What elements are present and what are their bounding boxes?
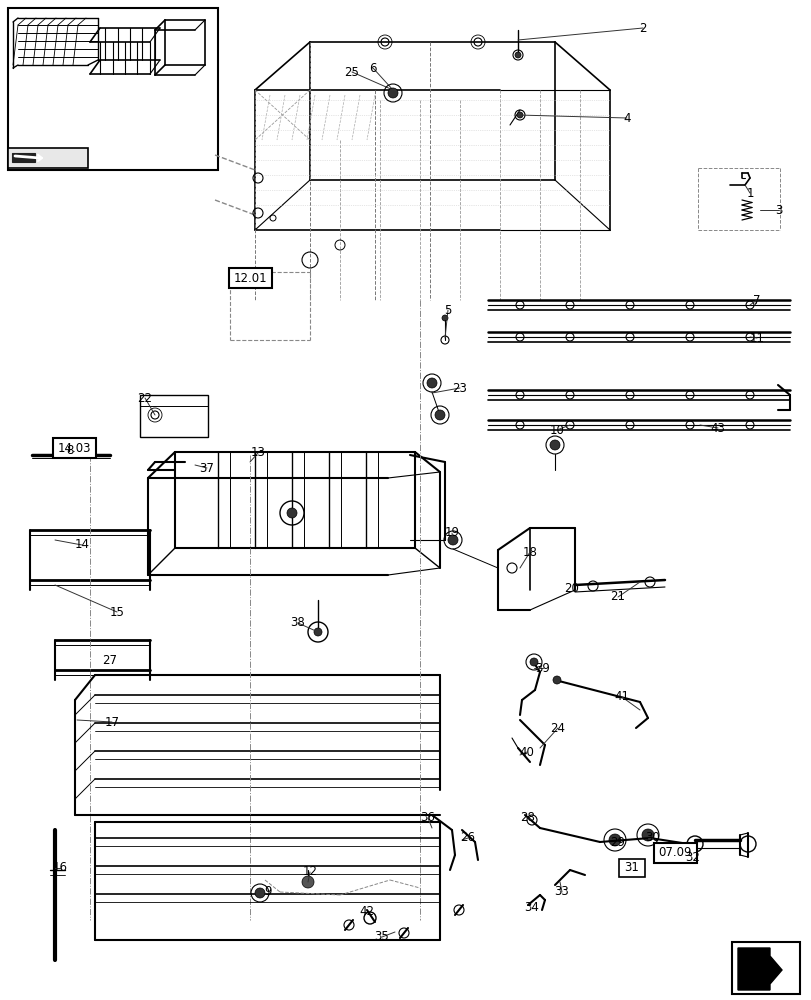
Text: 16: 16 [53,861,67,874]
Bar [8,148,88,168]
Bar [229,268,272,288]
Text: 25: 25 [344,66,359,79]
Text: 36: 36 [420,811,435,824]
Circle shape [552,676,560,684]
Bar [618,859,644,877]
Text: 10: 10 [549,424,564,436]
Text: 27: 27 [102,654,118,666]
Text: 07.09: 07.09 [658,846,692,859]
Text: 32: 32 [684,851,700,864]
Text: 11: 11 [749,332,764,344]
Text: 18: 18 [522,546,537,558]
Bar [53,438,96,458]
Text: 23: 23 [452,381,467,394]
Text: 2: 2 [638,22,646,35]
Bar [8,8,217,170]
Text: 14: 14 [75,538,89,552]
Circle shape [302,876,314,888]
Text: 6: 6 [369,62,376,75]
Circle shape [388,88,397,98]
Text: 20: 20 [564,582,579,594]
Text: 12.01: 12.01 [234,271,267,284]
Text: 7: 7 [753,294,760,306]
Circle shape [427,378,436,388]
Circle shape [608,834,620,846]
Text: 19: 19 [444,526,459,540]
Polygon shape [12,153,35,162]
Text: 4: 4 [623,112,630,125]
Circle shape [517,112,522,118]
Circle shape [286,508,297,518]
Text: 41: 41 [614,690,629,704]
Bar [653,843,696,863]
Text: 33: 33 [554,886,569,898]
Bar [139,395,208,437]
Text: 12: 12 [303,865,317,878]
Circle shape [255,888,264,898]
Circle shape [448,535,457,545]
Circle shape [642,829,653,841]
Circle shape [549,440,560,450]
Text: 31: 31 [624,861,638,874]
Text: 8: 8 [67,444,74,456]
Text: 28: 28 [520,811,534,824]
Text: 29: 29 [610,836,624,849]
Text: 9: 9 [264,886,272,898]
Text: 43: 43 [710,422,724,434]
Text: 3: 3 [775,204,782,217]
Circle shape [314,628,322,636]
Text: 22: 22 [137,391,152,404]
Text: 38: 38 [290,616,305,630]
Text: 5: 5 [444,304,451,316]
Circle shape [435,410,444,420]
Text: 42: 42 [359,905,374,918]
Circle shape [514,52,521,58]
Polygon shape [737,948,781,990]
Bar [731,942,799,994]
Text: 26: 26 [460,831,475,844]
Text: 39: 39 [535,662,550,674]
Text: 1: 1 [745,187,753,200]
Text: 34: 34 [524,901,539,914]
Text: 30: 30 [645,831,659,844]
Text: 35: 35 [374,930,389,943]
Text: 13: 13 [251,446,265,460]
Text: 15: 15 [109,605,124,618]
Text: 37: 37 [200,462,214,475]
Text: 40: 40 [519,745,534,758]
Text: 21: 21 [610,590,624,603]
Circle shape [441,315,448,321]
Text: 24: 24 [550,721,564,734]
Text: 17: 17 [105,715,119,728]
Circle shape [530,658,538,666]
Text: 14.03: 14.03 [58,442,91,454]
